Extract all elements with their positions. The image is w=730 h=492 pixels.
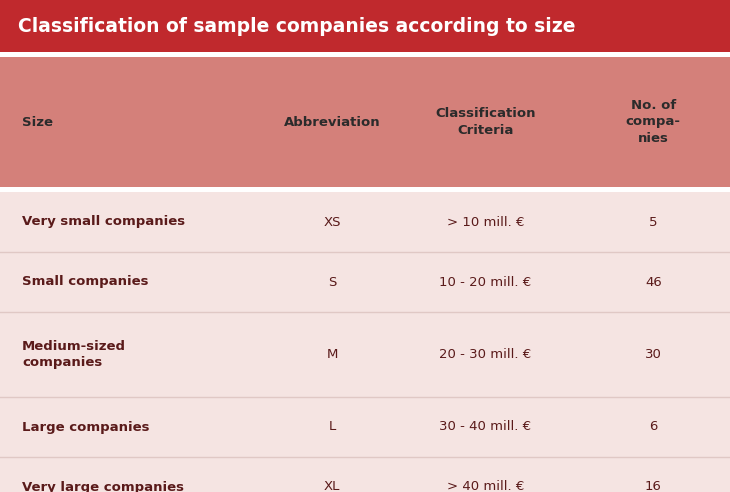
Text: 30: 30 (645, 348, 662, 361)
Text: Large companies: Large companies (22, 421, 150, 433)
Text: L: L (328, 421, 336, 433)
Bar (0, 397, 730, 457)
Text: 20 - 30 mill. €: 20 - 30 mill. € (439, 348, 531, 361)
Text: > 40 mill. €: > 40 mill. € (447, 481, 524, 492)
Text: XL: XL (324, 481, 340, 492)
Text: S: S (328, 276, 337, 288)
Text: 10 - 20 mill. €: 10 - 20 mill. € (439, 276, 531, 288)
Bar (0, 57, 730, 187)
Text: XS: XS (323, 215, 341, 228)
Text: M: M (326, 348, 338, 361)
Text: Small companies: Small companies (22, 276, 148, 288)
Text: Medium-sized
companies: Medium-sized companies (22, 340, 126, 369)
Text: 30 - 40 mill. €: 30 - 40 mill. € (439, 421, 531, 433)
Text: Very large companies: Very large companies (22, 481, 184, 492)
Text: 16: 16 (645, 481, 662, 492)
Text: > 10 mill. €: > 10 mill. € (447, 215, 524, 228)
Bar (0, 312, 730, 397)
Text: No. of
compa-
nies: No. of compa- nies (626, 99, 681, 145)
Bar (0, 52, 730, 57)
Text: 5: 5 (649, 215, 658, 228)
Bar (0, 457, 730, 492)
Text: 46: 46 (645, 276, 661, 288)
Bar (0, 192, 730, 252)
Text: Size: Size (22, 116, 53, 128)
Text: Abbreviation: Abbreviation (284, 116, 380, 128)
Bar (0, 252, 730, 312)
Text: Classification of sample companies according to size: Classification of sample companies accor… (18, 17, 575, 35)
Text: Classification
Criteria: Classification Criteria (435, 107, 536, 137)
Bar (0, 187, 730, 192)
Bar (0, 0, 730, 52)
Text: 6: 6 (649, 421, 658, 433)
Text: Very small companies: Very small companies (22, 215, 185, 228)
